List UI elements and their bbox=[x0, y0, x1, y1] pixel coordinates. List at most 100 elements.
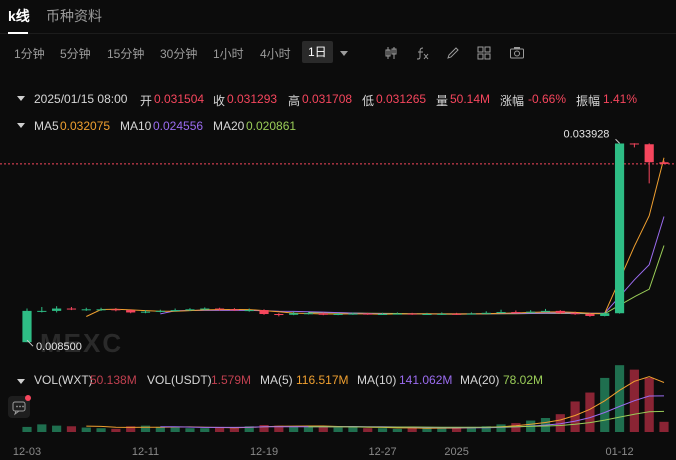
volume-bar bbox=[126, 426, 136, 432]
volume-bar bbox=[96, 428, 106, 432]
candle-body bbox=[170, 310, 180, 312]
candle-body bbox=[659, 162, 669, 164]
candle bbox=[81, 307, 91, 311]
timeframe-1m[interactable]: 1分钟 bbox=[14, 47, 45, 61]
candle bbox=[644, 143, 654, 184]
volume-bar bbox=[377, 428, 388, 432]
candle-body bbox=[452, 313, 462, 315]
volume-bar bbox=[452, 428, 462, 432]
vol-ma20-label: MA(20) bbox=[460, 373, 500, 387]
change-value: -0.66% bbox=[528, 92, 567, 106]
candle bbox=[214, 307, 225, 311]
tab-kline[interactable]: k线 bbox=[8, 8, 30, 24]
vol-ma10-value: 141.062M bbox=[399, 373, 453, 387]
vol-ma5-value: 116.517M bbox=[296, 373, 349, 387]
candle bbox=[333, 312, 343, 316]
timeframe-dropdown-icon[interactable] bbox=[336, 46, 352, 60]
timeframe-5m[interactable]: 5分钟 bbox=[60, 47, 91, 61]
camera-icon[interactable] bbox=[509, 46, 525, 60]
close-label: 收 bbox=[213, 94, 226, 108]
vol-usdt-label: VOL(USDT) bbox=[147, 373, 212, 387]
volume-bar bbox=[511, 423, 521, 432]
candle bbox=[585, 312, 595, 317]
candle bbox=[437, 312, 447, 315]
chat-bubble-icon bbox=[12, 401, 26, 416]
candle-body bbox=[555, 310, 565, 314]
candle bbox=[289, 311, 299, 316]
candle-body bbox=[466, 313, 477, 315]
candle bbox=[555, 310, 565, 315]
x-axis-label: 01-12 bbox=[605, 446, 633, 458]
vol-ma5-label: MA(5) bbox=[260, 373, 293, 387]
candle bbox=[52, 306, 62, 313]
collapse-toggle-icon[interactable] bbox=[16, 92, 26, 102]
ma-legend: MA5 0.032075 MA10 0.024556 MA20 0.020861 bbox=[0, 117, 676, 135]
volume-bar bbox=[22, 426, 32, 432]
x-axis-label: 12-11 bbox=[132, 446, 159, 458]
candle-body bbox=[363, 313, 373, 315]
candle-body bbox=[511, 312, 521, 314]
tab-coin-info[interactable]: 币种资料 bbox=[46, 8, 102, 24]
timeframe-15m[interactable]: 15分钟 bbox=[107, 47, 145, 61]
volume-bar bbox=[170, 427, 180, 432]
candle-body bbox=[244, 310, 254, 312]
candle-body bbox=[407, 313, 417, 315]
ma-collapse-toggle-icon[interactable] bbox=[16, 119, 26, 129]
volume-bar bbox=[466, 426, 477, 432]
candle bbox=[600, 312, 610, 317]
candle bbox=[377, 312, 388, 316]
volume-bar bbox=[81, 427, 91, 432]
x-axis-label: 12-03 bbox=[13, 446, 41, 458]
high-marker-label: 0.033928 bbox=[564, 128, 610, 140]
candle-body bbox=[66, 308, 77, 310]
volume-collapse-toggle-icon[interactable] bbox=[16, 375, 26, 389]
volume-bar bbox=[614, 365, 625, 432]
volume-bar bbox=[496, 424, 506, 432]
candle-body bbox=[614, 143, 625, 314]
volume-ma20-line bbox=[308, 410, 665, 428]
timeframe-1d[interactable]: 1日 bbox=[302, 41, 333, 63]
timeframe-4h[interactable]: 4小时 bbox=[260, 47, 291, 61]
draw-pen-icon[interactable] bbox=[445, 46, 461, 60]
candle bbox=[614, 143, 625, 314]
candle-body bbox=[155, 310, 165, 312]
candle bbox=[170, 308, 180, 312]
volume-bar bbox=[229, 427, 239, 432]
change-label: 涨幅 bbox=[500, 94, 525, 108]
volume-bar bbox=[318, 426, 328, 432]
ma10-value: 0.024556 bbox=[153, 119, 204, 133]
candle bbox=[363, 312, 373, 315]
candle-type-icon[interactable] bbox=[383, 46, 399, 60]
indicator-fx-icon[interactable] bbox=[414, 46, 430, 60]
vol-wxt-label: VOL(WXT) bbox=[34, 373, 93, 387]
timeframe-30m[interactable]: 30分钟 bbox=[160, 47, 198, 61]
candle bbox=[407, 312, 417, 315]
candle bbox=[526, 310, 536, 313]
ma5-line bbox=[86, 157, 665, 317]
candle-body bbox=[259, 310, 269, 315]
volume-value: 50.14M bbox=[450, 92, 491, 106]
layout-grid-icon[interactable] bbox=[476, 46, 492, 60]
candle bbox=[22, 308, 32, 343]
candle bbox=[229, 308, 239, 311]
notification-dot bbox=[25, 395, 31, 401]
open-label: 开 bbox=[140, 94, 153, 108]
ma5-label: MA5 bbox=[34, 119, 59, 133]
volume-bar bbox=[407, 427, 417, 432]
volume-bar bbox=[585, 392, 595, 432]
candle-body bbox=[422, 314, 432, 316]
candle bbox=[466, 312, 477, 315]
close-value: 0.031293 bbox=[227, 92, 278, 106]
chat-bubble-button[interactable] bbox=[8, 395, 31, 418]
candle-body bbox=[585, 314, 595, 316]
timeframe-1h[interactable]: 1小时 bbox=[213, 47, 244, 61]
candles bbox=[22, 143, 669, 343]
candle-body bbox=[96, 309, 106, 311]
chart-toolbar: 1分钟 5分钟 15分钟 30分钟 1小时 4小时 1日 bbox=[0, 40, 676, 66]
volume-label: 量 bbox=[436, 94, 449, 108]
ma20-line bbox=[308, 245, 665, 315]
top-tabs: k线 币种资料 bbox=[0, 0, 676, 34]
low-marker-label: 0.008500 bbox=[36, 341, 82, 353]
candle bbox=[511, 310, 521, 314]
